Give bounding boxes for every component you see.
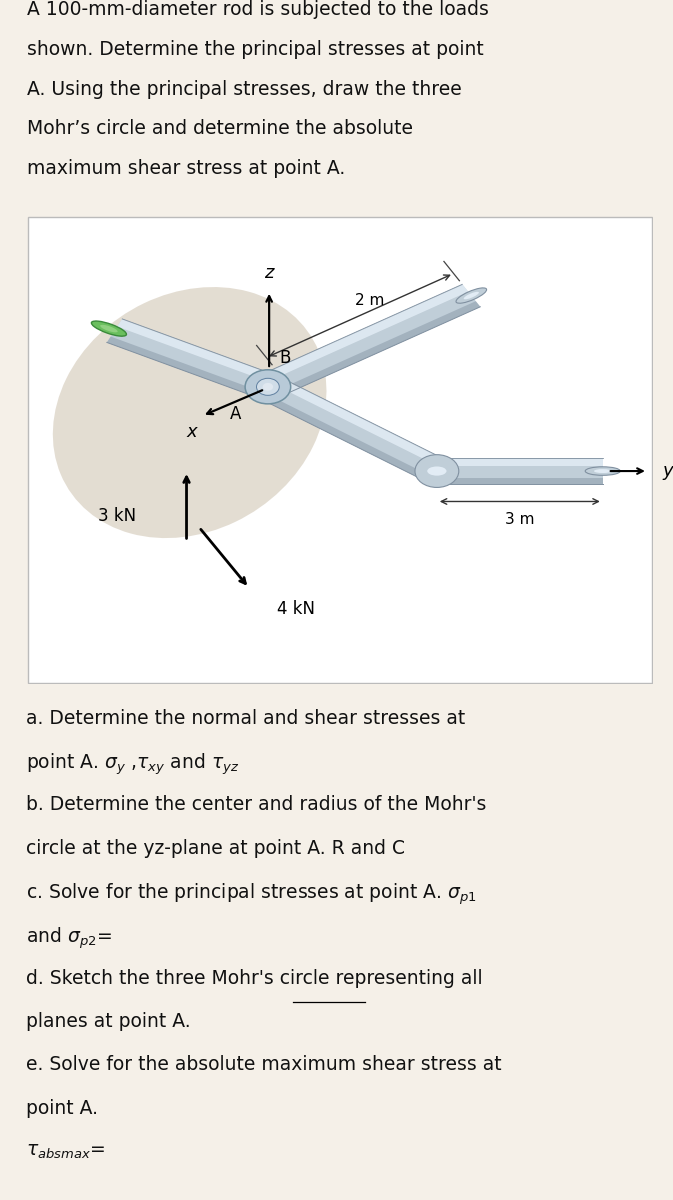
Ellipse shape — [464, 292, 479, 299]
Ellipse shape — [427, 467, 446, 475]
Text: 4 kN: 4 kN — [277, 600, 315, 618]
Polygon shape — [107, 336, 264, 398]
Text: 3 kN: 3 kN — [98, 506, 137, 524]
Text: $\tau_{absmax}$=: $\tau_{absmax}$= — [26, 1142, 105, 1162]
Text: A. Using the principal stresses, draw the three: A. Using the principal stresses, draw th… — [27, 79, 462, 98]
Polygon shape — [117, 319, 275, 383]
Ellipse shape — [456, 288, 487, 304]
Text: e. Solve for the absolute maximum shear stress at: e. Solve for the absolute maximum shear … — [26, 1055, 501, 1074]
Text: A 100-mm-diameter rod is subjected to the loads: A 100-mm-diameter rod is subjected to th… — [27, 0, 489, 19]
Ellipse shape — [100, 325, 118, 332]
Text: and $\sigma_{p2}$=: and $\sigma_{p2}$= — [26, 925, 112, 950]
Text: point A. $\sigma_y$ ,$\tau_{xy}$ and $\tau_{yz}$: point A. $\sigma_y$ ,$\tau_{xy}$ and $\t… — [26, 752, 239, 778]
Text: b. Determine the center and radius of the Mohr's: b. Determine the center and radius of th… — [26, 796, 486, 815]
Polygon shape — [437, 458, 603, 467]
Polygon shape — [258, 392, 432, 482]
Polygon shape — [273, 301, 481, 398]
Polygon shape — [259, 284, 468, 383]
Text: 2 m: 2 m — [355, 294, 384, 308]
Text: Mohr’s circle and determine the absolute: Mohr’s circle and determine the absolute — [27, 119, 413, 138]
Circle shape — [415, 455, 459, 487]
Ellipse shape — [586, 467, 621, 475]
Text: shown. Determine the principal stresses at point: shown. Determine the principal stresses … — [27, 40, 484, 59]
Text: A: A — [230, 404, 242, 422]
Text: planes at point A.: planes at point A. — [26, 1012, 190, 1031]
Text: c. Solve for the principal stresses at point A. $\sigma_{p1}$: c. Solve for the principal stresses at p… — [26, 882, 476, 907]
Ellipse shape — [594, 469, 612, 473]
Polygon shape — [437, 478, 603, 484]
FancyBboxPatch shape — [28, 217, 651, 683]
Polygon shape — [437, 458, 603, 484]
Circle shape — [262, 383, 273, 391]
Polygon shape — [107, 319, 276, 398]
Ellipse shape — [52, 287, 326, 538]
Text: x: x — [186, 422, 197, 440]
Text: d. Sketch the three Mohr's circle representing all: d. Sketch the three Mohr's circle repres… — [26, 968, 482, 988]
Ellipse shape — [92, 322, 127, 336]
Text: circle at the yz-plane at point A. R and C: circle at the yz-plane at point A. R and… — [26, 839, 404, 858]
Polygon shape — [258, 376, 447, 482]
Polygon shape — [259, 284, 481, 398]
Circle shape — [245, 370, 291, 404]
Text: 3 m: 3 m — [505, 511, 534, 527]
Text: B: B — [279, 349, 291, 367]
Text: point A.: point A. — [26, 1099, 98, 1117]
Circle shape — [256, 378, 279, 395]
Text: maximum shear stress at point A.: maximum shear stress at point A. — [27, 160, 345, 178]
Text: y: y — [662, 462, 673, 480]
Polygon shape — [271, 377, 446, 467]
Text: z: z — [264, 264, 274, 282]
Text: a. Determine the normal and shear stresses at: a. Determine the normal and shear stress… — [26, 708, 465, 727]
